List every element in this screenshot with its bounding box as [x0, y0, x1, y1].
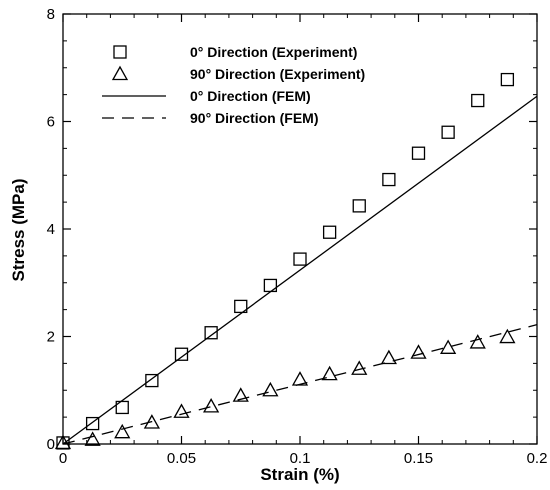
x-tick-label: 0 [59, 450, 67, 467]
triangle-marker [499, 328, 516, 344]
square-marker [145, 373, 159, 388]
triangle-marker [321, 365, 338, 381]
y-tick-label: 6 [47, 114, 55, 131]
square-marker [115, 400, 129, 415]
legend-label: 0° Direction (Experiment) [190, 44, 357, 60]
triangle-marker [143, 414, 160, 429]
legend-triangle-symbol [111, 65, 129, 81]
x-tick-label: 0.15 [404, 450, 433, 467]
legend: 0° Direction (Experiment) 90° Direction (… [102, 44, 365, 126]
triangle-marker [410, 344, 427, 359]
square-marker [382, 172, 396, 187]
x-tick-label: 0.05 [167, 450, 196, 467]
triangle-marker [262, 381, 279, 397]
legend-label: 90° Direction (FEM) [190, 110, 319, 126]
y-tick-label: 8 [47, 6, 55, 23]
square-marker [234, 299, 248, 314]
triangle-marker [173, 403, 190, 418]
y-tick-label: 2 [47, 329, 55, 346]
fem-line-3 [62, 324, 538, 445]
square-marker [471, 93, 485, 108]
triangle-marker [114, 423, 131, 439]
fem-lines [62, 95, 538, 445]
triangle-marker [232, 387, 249, 402]
x-tick-label: 0.2 [527, 450, 548, 467]
triangle-marker [351, 360, 368, 375]
triangle-marker [203, 398, 220, 413]
square-marker [441, 125, 455, 139]
y-axis-title: Stress (MPa) [9, 179, 28, 282]
legend-label: 90° Direction (Experiment) [190, 66, 365, 82]
square-marker [85, 416, 100, 431]
square-marker [322, 225, 337, 239]
square-marker [352, 199, 366, 213]
square-marker [174, 347, 189, 361]
square-marker [500, 72, 515, 87]
x-axis-title: Strain (%) [260, 465, 339, 484]
square-marker [263, 278, 278, 293]
legend-label: 0° Direction (FEM) [190, 88, 311, 104]
legend-square-symbol [113, 45, 127, 59]
axes: 0 0.05 0.1 0.15 0.2 0 2 4 6 8 [47, 6, 548, 467]
y-tick-label: 4 [47, 221, 55, 238]
square-marker [293, 252, 307, 266]
triangle-marker [54, 434, 72, 450]
y-tick-label: 0 [47, 436, 55, 453]
fem-line-2 [62, 95, 538, 445]
triangle-marker [440, 339, 457, 354]
x-tick-label: 0.1 [290, 450, 311, 467]
experiment-markers [54, 72, 516, 450]
triangle-marker [469, 334, 486, 349]
triangle-marker [84, 431, 101, 446]
triangle-marker [380, 349, 397, 365]
triangle-marker [291, 371, 309, 386]
square-marker [204, 326, 218, 340]
square-marker [411, 146, 426, 160]
